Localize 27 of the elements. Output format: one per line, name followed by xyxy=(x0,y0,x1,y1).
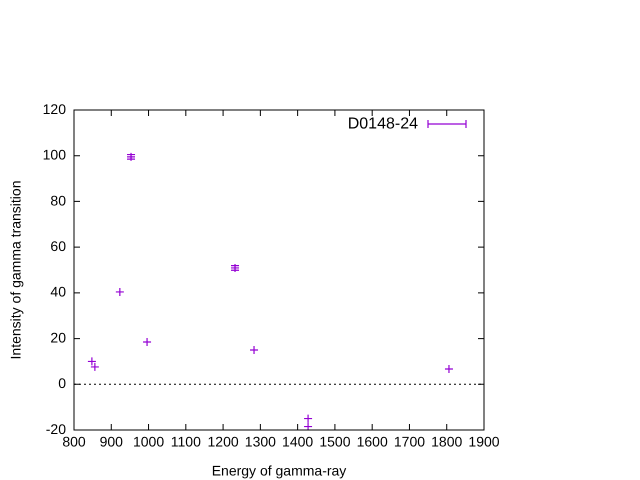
x-tick-label: 900 xyxy=(100,433,124,450)
y-tick-label: 120 xyxy=(42,100,66,117)
point xyxy=(142,337,152,347)
point xyxy=(303,414,313,424)
x-tick-label: 1000 xyxy=(132,433,164,450)
text: D0148-24 xyxy=(348,115,418,132)
x-tick-label: 1900 xyxy=(468,433,500,450)
y-axis-title: Intensity of gamma transition xyxy=(7,180,24,360)
y-tick-label: 100 xyxy=(42,146,66,163)
x-tick-label: 1500 xyxy=(319,433,351,450)
point xyxy=(444,364,454,374)
y-tick-label: 0 xyxy=(58,375,66,392)
x-tick-label: 1600 xyxy=(356,433,388,450)
y-tick-label: 40 xyxy=(50,284,66,300)
x-tick-label: 1400 xyxy=(282,433,314,450)
y-tick-label: 20 xyxy=(50,329,66,346)
x-axis-title: Energy of gamma-ray xyxy=(212,462,346,478)
x-tick-label: 1300 xyxy=(244,433,276,450)
x-tick-label: 1700 xyxy=(394,433,426,450)
x-tick-label: 1800 xyxy=(431,433,463,450)
point xyxy=(115,287,124,297)
point xyxy=(303,422,313,430)
x-tick-label: 1200 xyxy=(208,433,239,450)
y-tick-label: 80 xyxy=(50,192,66,208)
point xyxy=(249,345,259,355)
y-tick-label: 60 xyxy=(50,238,66,254)
x-tick-label: 1100 xyxy=(170,433,202,450)
